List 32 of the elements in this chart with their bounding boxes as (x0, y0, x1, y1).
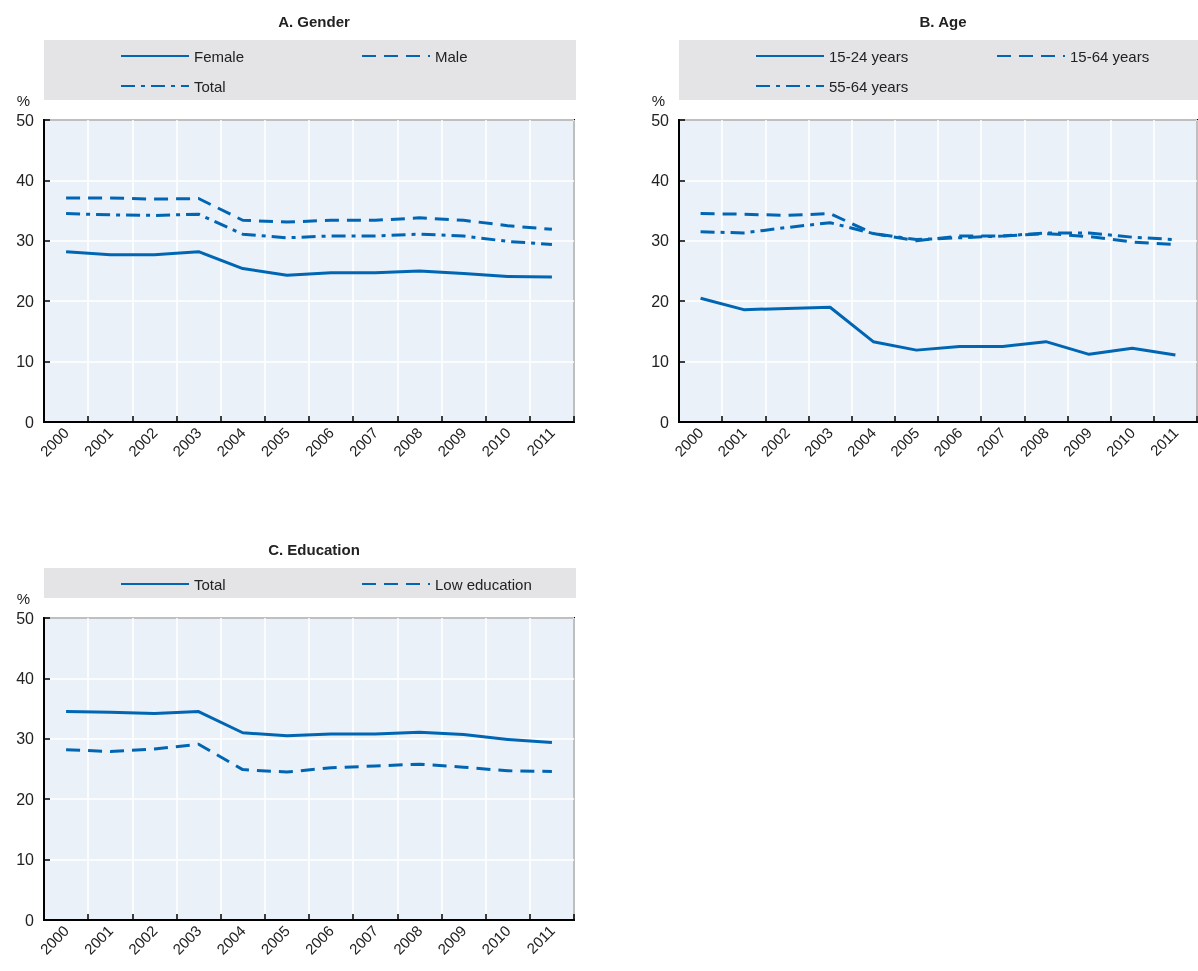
y-tick-label: 0 (25, 413, 35, 431)
legend-label: 55-64 years (829, 77, 909, 95)
y-axis-title: % (16, 590, 30, 607)
y-tick-label: 10 (16, 851, 35, 869)
legend-label: Total (194, 575, 226, 593)
legend-label: Female (194, 47, 245, 65)
chart-title: A. Gender (278, 13, 350, 30)
y-tick-label: 40 (16, 669, 35, 687)
legend-label: Total (194, 77, 226, 95)
y-axis-title: % (16, 92, 30, 109)
y-tick-label: 20 (651, 292, 670, 310)
y-tick-label: 40 (651, 171, 670, 189)
y-tick-label: 50 (651, 111, 670, 129)
y-tick-label: 20 (16, 790, 35, 808)
chart-title: C. Education (268, 541, 360, 558)
y-tick-label: 50 (16, 609, 35, 627)
y-tick-label: 30 (651, 232, 670, 250)
legend-label: 15-24 years (829, 47, 909, 65)
y-tick-label: 50 (16, 111, 35, 129)
y-tick-label: 0 (25, 911, 35, 929)
y-tick-label: 20 (16, 292, 35, 310)
chart-title: B. Age (919, 13, 967, 30)
y-tick-label: 40 (16, 171, 35, 189)
y-tick-label: 10 (651, 353, 670, 371)
y-axis-title: % (651, 92, 665, 109)
y-tick-label: 30 (16, 730, 35, 748)
legend-label: Low education (435, 575, 532, 593)
y-tick-label: 10 (16, 353, 35, 371)
y-tick-label: 30 (16, 232, 35, 250)
legend-label: 15-64 years (1070, 47, 1150, 65)
legend-label: Male (435, 47, 468, 65)
y-tick-label: 0 (660, 413, 670, 431)
